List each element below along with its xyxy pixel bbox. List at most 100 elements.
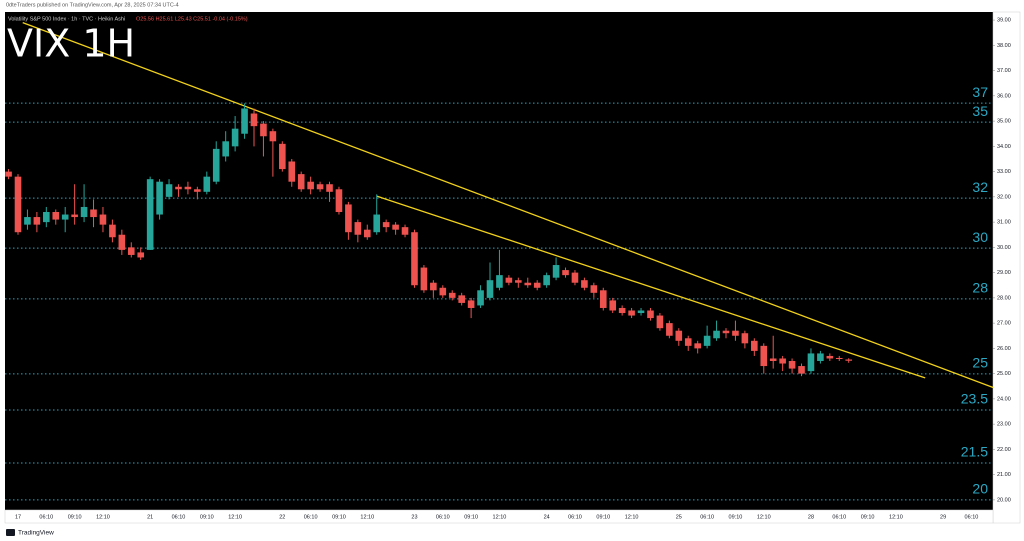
candle-body xyxy=(354,222,362,235)
candle-body xyxy=(250,113,258,127)
candle-body xyxy=(543,275,550,286)
x-tick-label: 12:10 xyxy=(889,514,903,520)
candle-body xyxy=(316,184,324,190)
candle-body xyxy=(80,206,88,218)
x-tick-label: 25 xyxy=(676,514,682,520)
candle-body xyxy=(260,123,267,137)
candle-body xyxy=(628,310,635,316)
ohlc-info: O25.56 H25.61 L25.43 C25.51 -0.04 (-0.15… xyxy=(136,16,248,22)
x-tick-label: 22 xyxy=(279,514,285,520)
y-tick-label: 20.00 xyxy=(997,497,1011,503)
symbol-info: Volatility S&P 500 Index · 1h · TVC · He… xyxy=(8,16,125,22)
plot-layer xyxy=(5,21,993,501)
candle-body xyxy=(165,184,173,197)
candle-body xyxy=(647,310,654,319)
x-tick-label: 12:10 xyxy=(493,514,507,520)
candle-body xyxy=(779,358,786,364)
candle-body xyxy=(515,280,522,283)
candle-body xyxy=(590,285,598,293)
y-tick-label: 31.00 xyxy=(997,220,1011,226)
x-tick-label: 06:10 xyxy=(568,514,582,520)
candle-body xyxy=(5,171,12,177)
candle-body xyxy=(684,338,692,346)
candle-body xyxy=(637,310,645,314)
candle-body xyxy=(288,161,296,182)
candle-body xyxy=(571,272,579,283)
x-tick-label: 23 xyxy=(411,514,417,520)
candle-body xyxy=(835,357,843,359)
y-tick-label: 38.00 xyxy=(997,43,1011,49)
candle-body xyxy=(307,181,314,190)
y-tick-label: 39.00 xyxy=(997,18,1011,24)
candle-body xyxy=(137,252,145,258)
x-tick-label: 06:10 xyxy=(39,514,53,520)
level-label: 23.5 xyxy=(961,391,988,407)
x-tick-label: 06:10 xyxy=(304,514,318,520)
candle-body xyxy=(401,227,409,235)
candle-body xyxy=(222,141,229,157)
y-tick-label: 22.00 xyxy=(997,447,1011,453)
level-label: 30 xyxy=(972,229,988,245)
candle-body xyxy=(345,204,352,233)
trendline xyxy=(376,195,926,379)
candle-body xyxy=(694,343,701,349)
x-tick-label: 09:10 xyxy=(332,514,346,520)
candle-body xyxy=(817,353,824,362)
x-tick-label: 09:10 xyxy=(68,514,82,520)
x-tick-label: 24 xyxy=(544,514,550,520)
candle-body xyxy=(212,148,220,182)
candle-body xyxy=(581,280,588,288)
candle-body xyxy=(486,280,494,298)
candle-body xyxy=(118,234,126,250)
y-tick-label: 37.00 xyxy=(997,68,1011,74)
x-tick-label: 06:10 xyxy=(965,514,979,520)
candle-body xyxy=(127,247,135,255)
candle-body xyxy=(656,315,664,329)
candle-body xyxy=(71,214,78,218)
candle-body xyxy=(373,214,381,233)
candle-body xyxy=(533,282,541,288)
candle-body xyxy=(24,217,31,225)
x-tick-label: 09:10 xyxy=(200,514,214,520)
chart-title: VIX 1H xyxy=(7,22,135,66)
x-tick-label: 17 xyxy=(15,514,21,520)
y-tick-label: 23.00 xyxy=(997,422,1011,428)
candle-body xyxy=(109,224,116,238)
candle-body xyxy=(156,181,163,215)
y-tick-label: 30.00 xyxy=(997,245,1011,251)
candle-body xyxy=(175,186,182,190)
candle-body xyxy=(297,174,305,190)
x-tick-label: 06:10 xyxy=(172,514,186,520)
time-axis xyxy=(4,509,994,524)
y-tick-label: 34.00 xyxy=(997,144,1011,150)
candle-body xyxy=(241,108,248,134)
level-label: 20 xyxy=(972,481,988,497)
candle-body xyxy=(420,267,428,291)
candle-body xyxy=(335,189,343,213)
y-tick-label: 27.00 xyxy=(997,321,1011,327)
x-tick-label: 09:10 xyxy=(464,514,478,520)
y-tick-label: 32.00 xyxy=(997,194,1011,200)
candle-body xyxy=(552,265,560,278)
candle-body xyxy=(203,176,211,192)
candle-body xyxy=(269,131,277,142)
candle-body xyxy=(33,217,41,225)
candle-body xyxy=(184,186,192,190)
candle-body xyxy=(760,345,768,367)
y-tick-label: 35.00 xyxy=(997,119,1011,125)
candle-body xyxy=(675,330,683,341)
x-tick-label: 12:10 xyxy=(228,514,242,520)
candle-body xyxy=(769,358,777,362)
y-tick-label: 28.00 xyxy=(997,295,1011,301)
candle-body xyxy=(666,323,673,336)
candle-body xyxy=(382,222,390,228)
candle-body xyxy=(90,209,97,218)
x-tick-label: 21 xyxy=(147,514,153,520)
candle-body xyxy=(279,143,286,170)
y-tick-label: 21.00 xyxy=(997,472,1011,478)
y-tick-label: 26.00 xyxy=(997,346,1011,352)
x-tick-label: 09:10 xyxy=(729,514,743,520)
candle-body xyxy=(458,295,465,303)
candle-body xyxy=(52,212,60,220)
candles xyxy=(5,103,853,377)
